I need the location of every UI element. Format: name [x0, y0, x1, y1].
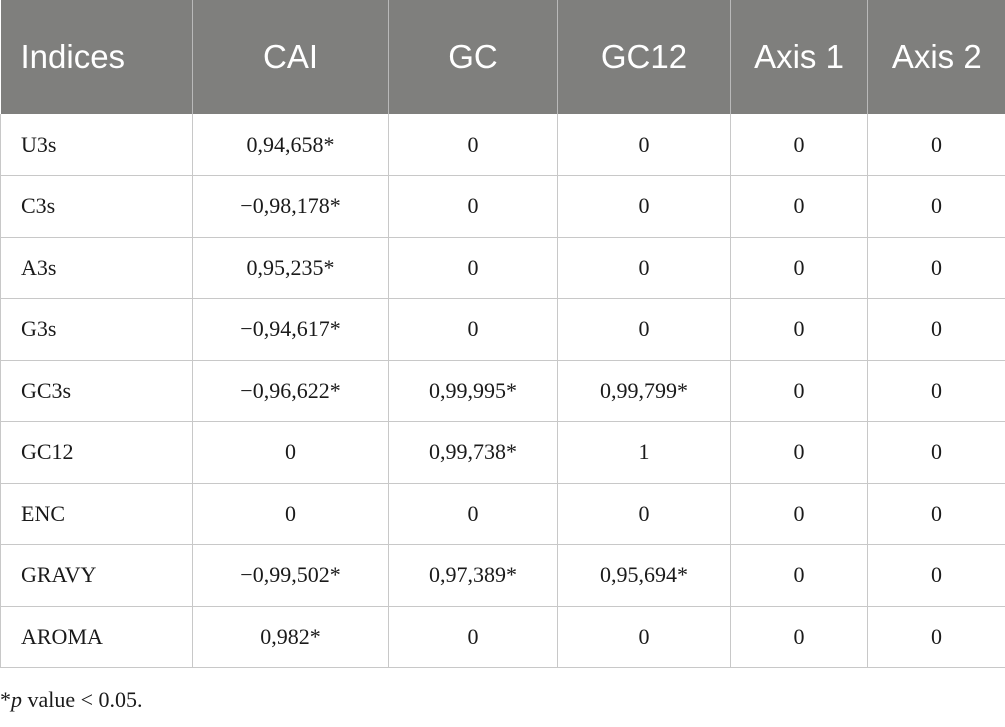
footnote-marker: * — [0, 687, 11, 712]
table-cell: 0 — [730, 606, 868, 668]
table-cell: 0 — [867, 483, 1005, 545]
table-cell: −0,96,622* — [192, 360, 389, 422]
table-cell: 0 — [557, 298, 731, 361]
table-cell: 0 — [557, 483, 731, 545]
header-cell: GC12 — [557, 0, 731, 114]
table-cell: 0 — [388, 483, 558, 545]
table-row: U3s 0,94,658* 0 0 0 0 — [0, 114, 1005, 176]
table-row: ENC 0 0 0 0 0 — [0, 483, 1005, 545]
table-row: GRAVY −0,99,502* 0,97,389* 0,95,694* 0 0 — [0, 544, 1005, 607]
table-row: GC12 0 0,99,738* 1 0 0 — [0, 421, 1005, 484]
table-cell: 0 — [730, 114, 868, 176]
row-label-cell: GC12 — [0, 421, 193, 484]
table-cell: 0 — [730, 483, 868, 545]
table-row: GC3s −0,96,622* 0,99,995* 0,99,799* 0 0 — [0, 360, 1005, 422]
table-cell: 0,982* — [192, 606, 389, 668]
header-cell: CAI — [192, 0, 389, 114]
table-cell: 0 — [388, 175, 558, 238]
table-footnote: *p value < 0.05. — [0, 687, 143, 713]
table-cell: 0 — [867, 237, 1005, 299]
table-cell: 0 — [730, 175, 868, 238]
table-cell: 0 — [557, 606, 731, 668]
table-cell: 0 — [730, 360, 868, 422]
table-row: A3s 0,95,235* 0 0 0 0 — [0, 237, 1005, 299]
table-cell: 0 — [867, 114, 1005, 176]
table-row: G3s −0,94,617* 0 0 0 0 — [0, 298, 1005, 361]
table-cell: 0 — [730, 298, 868, 361]
header-cell: Axis 1 — [730, 0, 868, 114]
table-cell: 0 — [867, 606, 1005, 668]
row-label-cell: G3s — [0, 298, 193, 361]
row-label-cell: U3s — [0, 114, 193, 176]
table-cell: 0,97,389* — [388, 544, 558, 607]
table-cell: 0 — [388, 298, 558, 361]
table-cell: 0 — [730, 237, 868, 299]
table-cell: 0 — [867, 298, 1005, 361]
footnote-italic: p — [11, 687, 22, 712]
table-cell: 0 — [192, 483, 389, 545]
correlation-table: Indices CAI GC GC12 Axis 1 Axis 2 U3s 0,9… — [0, 0, 1005, 668]
table-cell: 0 — [557, 237, 731, 299]
table-cell: −0,94,617* — [192, 298, 389, 361]
table-cell: 0,99,738* — [388, 421, 558, 484]
table-cell: 0 — [867, 421, 1005, 484]
table-cell: 0 — [557, 114, 731, 176]
row-label-cell: A3s — [0, 237, 193, 299]
row-label-cell: GC3s — [0, 360, 193, 422]
row-label-cell: ENC — [0, 483, 193, 545]
table-cell: 0 — [867, 544, 1005, 607]
table-cell: −0,98,178* — [192, 175, 389, 238]
table-cell: 0 — [388, 114, 558, 176]
table-cell: 0,99,799* — [557, 360, 731, 422]
row-label-cell: GRAVY — [0, 544, 193, 607]
table-cell: 0,94,658* — [192, 114, 389, 176]
row-label-cell: C3s — [0, 175, 193, 238]
header-cell: Axis 2 — [867, 0, 1005, 114]
row-label-cell: AROMA — [0, 606, 193, 668]
table-cell: 0,95,694* — [557, 544, 731, 607]
header-cell: Indices — [0, 0, 193, 114]
table-cell: 0,99,995* — [388, 360, 558, 422]
table-header-row: Indices CAI GC GC12 Axis 1 Axis 2 — [0, 0, 1005, 114]
table-cell: 1 — [557, 421, 731, 484]
footnote-text: value < 0.05. — [22, 687, 143, 712]
table-cell: 0 — [867, 175, 1005, 238]
table-cell: 0 — [557, 175, 731, 238]
table-cell: −0,99,502* — [192, 544, 389, 607]
header-cell: GC — [388, 0, 558, 114]
table-cell: 0 — [192, 421, 389, 484]
table-cell: 0 — [388, 606, 558, 668]
table-cell: 0 — [730, 421, 868, 484]
table-cell: 0 — [867, 360, 1005, 422]
table-row: C3s −0,98,178* 0 0 0 0 — [0, 175, 1005, 238]
table-row: AROMA 0,982* 0 0 0 0 — [0, 606, 1005, 668]
table-cell: 0 — [730, 544, 868, 607]
table-cell: 0,95,235* — [192, 237, 389, 299]
table-body: U3s 0,94,658* 0 0 0 0 C3s −0,98,178* 0 0 0 0 A3s 0,95… — [0, 114, 1005, 668]
table-cell: 0 — [388, 237, 558, 299]
